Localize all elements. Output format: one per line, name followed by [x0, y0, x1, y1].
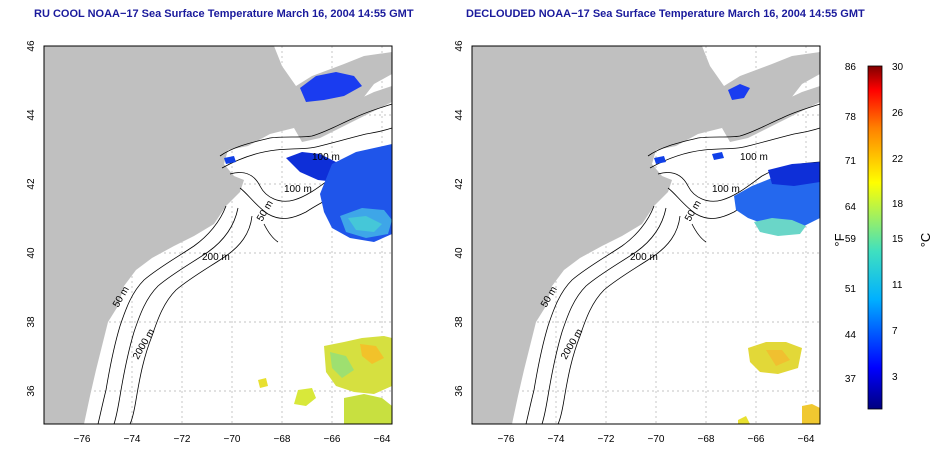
- celsius-label: °C: [918, 233, 933, 248]
- y-tick-label: 44: [454, 109, 465, 121]
- x-tick-label: −66: [748, 434, 765, 445]
- contour-label: 200 m: [202, 252, 230, 263]
- contour-label: 100 m: [712, 184, 740, 195]
- left-x-axis: −76 −74 −72 −70 −68 −66 −64: [74, 434, 391, 445]
- right-map-panel: 100 m 100 m 50 m 200 m 50 m 2000 m: [471, 45, 821, 425]
- f-tick-label: 86: [845, 62, 857, 73]
- x-tick-label: −74: [124, 434, 141, 445]
- fahrenheit-label: °F: [832, 233, 847, 246]
- c-tick-label: 26: [892, 108, 904, 119]
- x-tick-label: −68: [274, 434, 291, 445]
- c-tick-label: 15: [892, 234, 904, 245]
- contour-label: 100 m: [740, 152, 768, 163]
- x-tick-label: −76: [498, 434, 515, 445]
- colorbar-celsius-ticks: 30 26 22 18 15 11 7 3: [892, 62, 904, 383]
- c-tick-label: 30: [892, 62, 904, 73]
- y-tick-label: 40: [26, 247, 37, 259]
- c-tick-label: 22: [892, 154, 904, 165]
- c-tick-label: 18: [892, 199, 904, 210]
- colorbar-fahrenheit-ticks: 86 78 71 64 59 51 44 37: [845, 62, 857, 385]
- x-tick-label: −68: [698, 434, 715, 445]
- y-tick-label: 46: [454, 40, 465, 52]
- x-tick-label: −70: [224, 434, 241, 445]
- f-tick-label: 71: [845, 156, 857, 167]
- left-panel-title: RU COOL NOAA−17 Sea Surface Temperature …: [34, 8, 414, 20]
- c-tick-label: 3: [892, 372, 898, 383]
- right-x-axis: −76 −74 −72 −70 −68 −66 −64: [498, 434, 815, 445]
- contour-label: 200 m: [630, 252, 658, 263]
- left-y-axis: 46 44 42 40 38 36: [26, 40, 37, 397]
- sst-patches: [654, 84, 820, 424]
- right-panel-title: DECLOUDED NOAA−17 Sea Surface Temperatur…: [466, 8, 865, 20]
- colorbar-gradient: [867, 65, 883, 410]
- colorbar: 86 78 71 64 59 51 44 37 30 26 22 18 15 1…: [832, 62, 933, 410]
- y-tick-label: 46: [26, 40, 37, 52]
- y-tick-label: 40: [454, 247, 465, 259]
- x-tick-label: −70: [648, 434, 665, 445]
- x-tick-label: −72: [174, 434, 191, 445]
- contour-label: 100 m: [284, 184, 312, 195]
- contour-label: 100 m: [312, 152, 340, 163]
- map-frame: [471, 45, 821, 425]
- f-tick-label: 51: [845, 284, 857, 295]
- x-tick-label: −76: [74, 434, 91, 445]
- f-tick-label: 44: [845, 330, 857, 341]
- sst-patches: [224, 72, 392, 424]
- y-tick-label: 38: [26, 316, 37, 328]
- x-tick-label: −64: [374, 434, 391, 445]
- y-tick-label: 38: [454, 316, 465, 328]
- f-tick-label: 78: [845, 112, 857, 123]
- x-tick-label: −64: [798, 434, 815, 445]
- f-tick-label: 37: [845, 374, 857, 385]
- map-frame: [43, 45, 393, 425]
- y-tick-label: 44: [26, 109, 37, 121]
- x-tick-label: −72: [598, 434, 615, 445]
- c-tick-label: 7: [892, 326, 898, 337]
- y-tick-label: 42: [26, 178, 37, 190]
- left-map-panel: 100 m 100 m 50 m 200 m 50 m 2000 m: [43, 45, 393, 425]
- x-tick-label: −66: [324, 434, 341, 445]
- f-tick-label: 59: [845, 234, 857, 245]
- y-tick-label: 42: [454, 178, 465, 190]
- x-tick-label: −74: [548, 434, 565, 445]
- y-tick-label: 36: [26, 385, 37, 397]
- f-tick-label: 64: [845, 202, 857, 213]
- y-tick-label: 36: [454, 385, 465, 397]
- c-tick-label: 11: [892, 280, 903, 291]
- right-y-axis: 46 44 42 40 38 36: [454, 40, 465, 397]
